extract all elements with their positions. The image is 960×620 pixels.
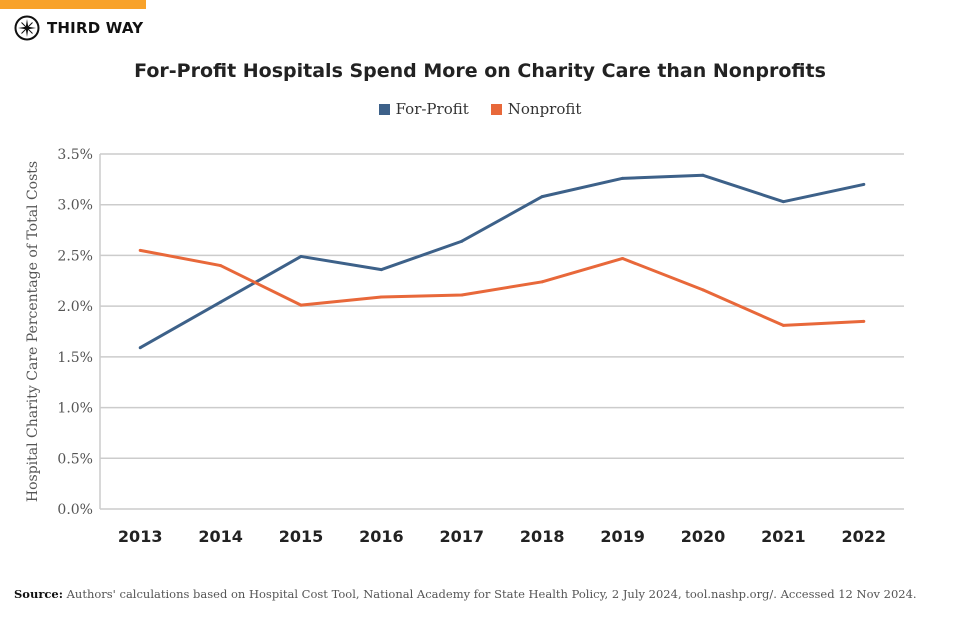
x-tick-label: 2022 [842, 527, 887, 546]
x-tick-label: 2017 [440, 527, 485, 546]
y-tick-label: 0.5% [57, 451, 93, 467]
x-tick-label: 2014 [198, 527, 243, 546]
data-point [299, 303, 303, 307]
y-tick-label: 2.5% [57, 248, 93, 264]
x-tick-label: 2019 [600, 527, 645, 546]
y-axis-label: Hospital Charity Care Percentage of Tota… [25, 161, 41, 502]
data-point [138, 248, 142, 252]
data-point [219, 264, 223, 268]
y-tick-label: 3.5% [57, 147, 93, 163]
data-point [379, 268, 383, 272]
y-tick-label: 1.5% [57, 350, 93, 366]
chart-title: For-Profit Hospitals Spend More on Chari… [134, 60, 826, 82]
legend-label: Nonprofit [507, 100, 582, 118]
y-tick-label: 2.0% [57, 299, 93, 315]
data-point [460, 293, 464, 297]
x-tick-label: 2020 [681, 527, 726, 546]
y-tick-label: 0.0% [57, 502, 93, 518]
data-point [540, 195, 544, 199]
data-point [138, 346, 142, 350]
source-text: Authors' calculations based on Hospital … [62, 587, 917, 601]
x-tick-label: 2021 [761, 527, 806, 546]
data-point [701, 173, 705, 177]
series-line-for-profit [139, 173, 865, 350]
source-note: Source: Authors' calculations based on H… [14, 587, 917, 601]
legend-swatch [490, 103, 502, 115]
x-tick-label: 2016 [359, 527, 404, 546]
legend-item-nonprofit: Nonprofit [490, 100, 582, 118]
data-point [219, 300, 223, 304]
data-point [781, 323, 785, 327]
source-label: Source: [14, 587, 63, 601]
data-point [621, 256, 625, 260]
legend-label: For-Profit [395, 100, 469, 118]
y-tick-label: 1.0% [57, 401, 93, 417]
data-point [621, 176, 625, 180]
data-point [460, 239, 464, 243]
data-point [862, 182, 866, 186]
third-way-logo: THIRD WAY [14, 15, 143, 41]
legend: For-Profit Nonprofit [0, 100, 960, 118]
legend-item-for-profit: For-Profit [378, 100, 469, 118]
legend-swatch [378, 103, 390, 115]
brand-name: THIRD WAY [47, 19, 144, 37]
compass-icon [14, 15, 40, 41]
x-tick-label: 2018 [520, 527, 565, 546]
data-point [299, 254, 303, 258]
data-point [379, 295, 383, 299]
brand-accent-bar [0, 0, 146, 9]
y-tick-label: 3.0% [57, 198, 93, 214]
series-line-nonprofit [139, 248, 864, 327]
x-tick-label: 2015 [279, 527, 324, 546]
data-point [540, 280, 544, 284]
x-tick-label: 2013 [118, 527, 163, 546]
data-point [862, 319, 866, 323]
data-point [781, 200, 785, 204]
data-point [701, 288, 705, 292]
